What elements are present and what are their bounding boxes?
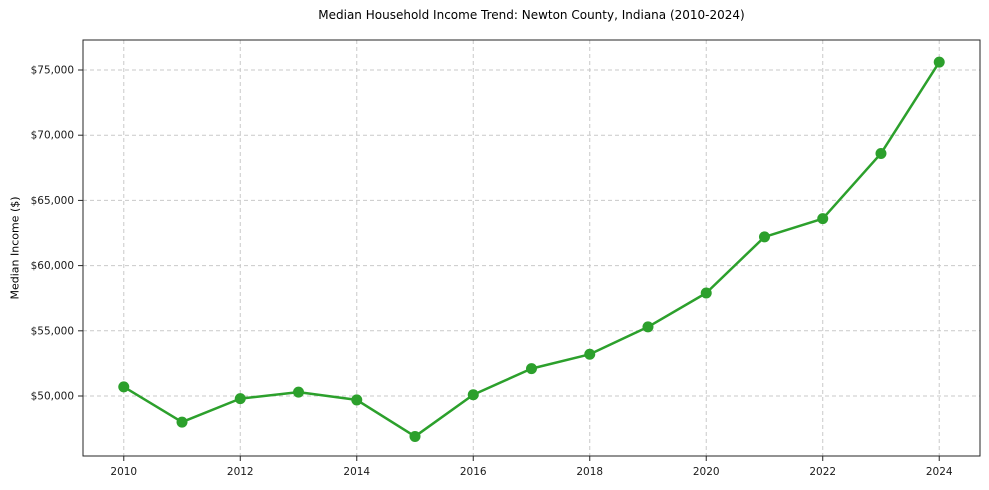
data-point-2024 [933,56,945,68]
plot-border [82,39,981,457]
y-tick-label: $55,000 [31,325,74,337]
x-tick-label: 2020 [693,466,720,478]
x-tick-label: 2012 [227,466,254,478]
x-tick-label: 2010 [110,466,137,478]
data-point-2014 [351,394,363,406]
y-tick-label: $70,000 [31,130,74,142]
x-tick-label: 2016 [460,466,487,478]
chart-title: Median Household Income Trend: Newton Co… [318,8,745,22]
data-point-2018 [584,348,596,360]
trend-line [122,60,941,438]
data-point-2010 [118,381,130,393]
data-point-2011 [176,416,188,428]
data-point-2012 [234,393,246,405]
data-point-2015 [409,430,421,442]
data-point-2013 [293,386,305,398]
data-point-2019 [642,321,654,333]
y-tick-label: $60,000 [31,260,74,272]
x-tick-label: 2014 [343,466,370,478]
data-point-2020 [700,287,712,299]
x-tick-label: 2022 [809,466,836,478]
data-point-2023 [875,147,887,159]
x-tick-label: 2024 [926,466,953,478]
data-point-2021 [758,231,770,243]
x-tick-label: 2018 [576,466,603,478]
y-tick-label: $75,000 [31,64,74,76]
data-point-2017 [526,363,537,375]
data-point-2022 [817,213,829,225]
y-tick-label: $65,000 [31,195,74,207]
data-point-2016 [467,389,479,401]
y-tick-label: $50,000 [31,391,74,403]
